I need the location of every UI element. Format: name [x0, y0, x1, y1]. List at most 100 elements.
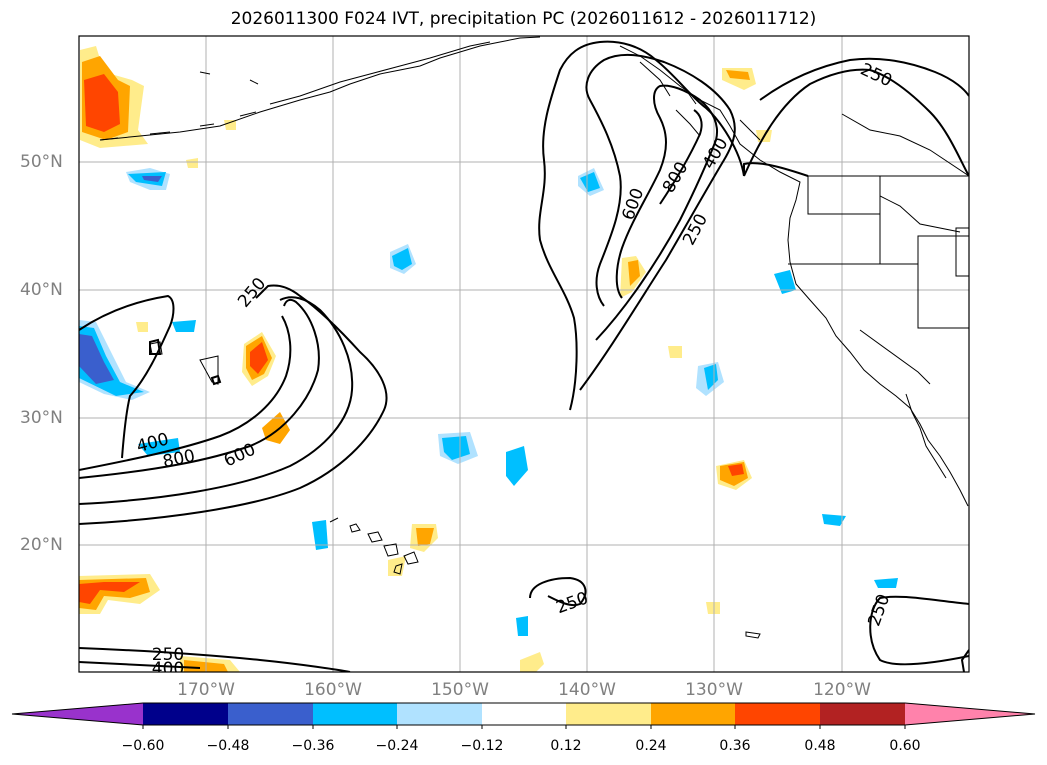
ivt-contour-600-east-plume — [595, 84, 718, 341]
contour-label: 250 — [234, 274, 270, 312]
precip-negative-area — [874, 578, 898, 588]
ivt-contour-400-west — [79, 296, 354, 505]
lon-label: 120°W — [813, 680, 871, 700]
precip-shading — [79, 46, 898, 672]
colorbar-tick-label: 0.60 — [889, 738, 921, 754]
precip-positive-area — [224, 120, 236, 130]
precip-positive-area — [262, 412, 290, 444]
us-state-borders — [788, 176, 969, 385]
alaska-peninsula-coastline — [269, 41, 491, 105]
precip-negative-area — [142, 176, 162, 182]
colorbar-extend-high — [905, 703, 1035, 725]
lon-label: 160°W — [304, 680, 362, 700]
colorbar-bin — [566, 703, 651, 725]
lat-label: 30°N — [20, 408, 63, 428]
colorbar-tick-label: −0.36 — [291, 738, 335, 754]
precip-negative-area — [442, 436, 470, 460]
contour-label: 250 — [554, 588, 591, 618]
ivt-contour-800-east-plume — [659, 109, 703, 205]
inland-lines — [841, 113, 969, 277]
precip-positive-area — [628, 260, 640, 286]
precip-positive-area — [250, 342, 268, 374]
precip-positive-area — [186, 158, 198, 168]
ivt-contour-250-southwest — [79, 647, 351, 672]
colorbar-tick-label: −0.12 — [460, 738, 504, 754]
map-title: 2026011300 F024 IVT, precipitation PC (2… — [230, 9, 817, 29]
precip-negative-area — [79, 334, 114, 384]
contour-label: 250 — [864, 592, 894, 629]
colorbar-tick-label: −0.48 — [206, 738, 250, 754]
ivt-contour-250-northwest — [79, 294, 175, 459]
ivt-contour-250-east-plume — [538, 40, 745, 411]
contour-label: 250 — [857, 60, 895, 92]
colorbar-bin — [651, 703, 735, 725]
graticule — [79, 36, 969, 672]
ivt-contour-250-south — [869, 595, 969, 666]
contour-label: 600 — [618, 186, 648, 223]
precip-positive-area — [726, 70, 750, 80]
colorbar-bin — [313, 703, 397, 725]
coastlines — [99, 36, 969, 639]
precip-negative-area — [312, 520, 328, 550]
colorbar-bin — [143, 703, 228, 725]
precip-positive-area — [728, 464, 744, 476]
lat-label: 50°N — [20, 152, 63, 172]
alaska-coastline — [99, 36, 541, 141]
precip-negative-area — [774, 270, 796, 294]
contour-label: 250 — [152, 645, 184, 665]
colorbar-bin — [735, 703, 820, 725]
precip-positive-area — [668, 346, 682, 358]
precip-positive-area — [136, 322, 148, 332]
colorbar-bin — [482, 703, 566, 725]
colorbar-tick-label: 0.48 — [804, 738, 836, 754]
precip-positive-area — [520, 652, 544, 672]
hawaii-islands — [329, 517, 419, 575]
colorbar-bin — [397, 703, 482, 725]
precip-positive-area — [79, 582, 140, 604]
lat-label: 40°N — [20, 280, 63, 300]
baja-coastline — [905, 393, 947, 479]
ivt-contour-250-west — [79, 284, 388, 525]
precip-negative-area — [580, 172, 600, 192]
precip-negative-area — [392, 248, 412, 270]
precip-positive-area — [416, 528, 434, 546]
lon-label: 170°W — [177, 680, 235, 700]
ivt-contours — [79, 40, 969, 672]
lon-label: 150°W — [431, 680, 489, 700]
colorbar-tick-label: −0.60 — [121, 738, 165, 754]
ivt-contour-400-east-plume — [579, 54, 736, 391]
ivt-contour-400-southwest — [79, 661, 201, 669]
colorbar-tick-label: 0.24 — [635, 738, 667, 754]
colorbar-tick-label: 0.36 — [719, 738, 751, 754]
colorbar-tick-label: 0.12 — [550, 738, 582, 754]
ivt-contour-250-northeast — [743, 68, 969, 177]
map-frame — [78, 35, 970, 673]
lon-label: 130°W — [685, 680, 743, 700]
aleutian-islands — [99, 71, 259, 141]
lat-label: 20°N — [20, 535, 63, 555]
ivt-contour-small-island — [149, 338, 222, 386]
contour-label: 250 — [679, 211, 712, 249]
precip-negative-area — [172, 320, 196, 332]
lon-label: 140°W — [558, 680, 616, 700]
precip-negative-area — [822, 514, 846, 526]
north-america-west-coastline — [619, 45, 969, 507]
colorbar-bin — [228, 703, 313, 725]
precip-positive-area — [84, 74, 120, 132]
colorbar-extend-low — [12, 703, 143, 725]
contour-label: 400 — [152, 659, 184, 679]
precip-negative-area — [506, 446, 528, 486]
ivt-contour-250-south-small — [529, 576, 587, 606]
sea-islands — [149, 61, 761, 639]
colorbar-bin — [820, 703, 905, 725]
colorbar-tick-label: −0.24 — [375, 738, 419, 754]
ivt-contour-250-northeast-top — [759, 57, 969, 101]
ivt-contour-800-west — [79, 315, 292, 471]
contour-label: 800 — [659, 158, 693, 196]
ivt-contour-600-west — [79, 298, 320, 479]
precip-negative-area — [516, 616, 528, 636]
precip-positive-area — [706, 602, 720, 614]
ivt-contour-250-se-corner — [960, 649, 969, 672]
colorbar — [11, 702, 1036, 729]
